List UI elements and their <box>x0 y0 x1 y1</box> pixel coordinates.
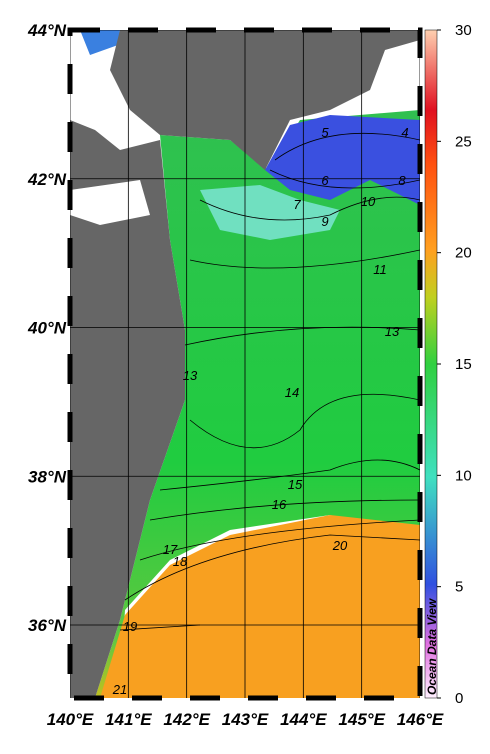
lon-tick-label: 143°E <box>222 710 269 729</box>
colorbar-tick-label: 0 <box>455 690 463 707</box>
contour-label: 7 <box>293 197 301 212</box>
contour-label: 11 <box>373 262 387 277</box>
lon-tick-label: 146°E <box>397 710 444 729</box>
colorbar-tick-label: 5 <box>455 579 463 596</box>
colorbar-tick-label: 20 <box>455 245 472 262</box>
colorbar-tick-label: 10 <box>455 467 472 484</box>
lat-tick-label: 36°N <box>28 616 67 635</box>
contour-label: 15 <box>288 477 303 492</box>
colorbar-tick-label: 25 <box>455 133 472 150</box>
contour-label: 4 <box>401 125 408 140</box>
cold-water-north <box>80 30 120 55</box>
contour-label: 6 <box>321 173 329 188</box>
lat-tick-label: 44°N <box>27 21 67 40</box>
strait <box>70 180 150 225</box>
lon-tick-label: 145°E <box>338 710 385 729</box>
contour-label: 9 <box>321 214 328 229</box>
contour-label: 14 <box>285 385 299 400</box>
lat-tick-label: 42°N <box>27 170 67 189</box>
contour-label: 20 <box>332 538 348 553</box>
colorbar-tick-label: 30 <box>455 22 472 39</box>
contour-label: 13 <box>385 324 400 339</box>
watermark: Ocean Data View <box>425 598 439 695</box>
colorbar <box>424 29 438 699</box>
contour-label: 18 <box>173 554 188 569</box>
contour-label: 8 <box>398 173 406 188</box>
land-honshu <box>70 120 185 698</box>
contour-label: 17 <box>163 542 178 557</box>
colorbar-tick-label: 15 <box>455 356 472 373</box>
lon-tick-label: 141°E <box>105 710 152 729</box>
frame <box>67 27 423 701</box>
lat-tick-label: 40°N <box>27 319 67 338</box>
contour-label: 10 <box>361 194 376 209</box>
contour-label: 13 <box>183 368 198 383</box>
lat-tick-label: 38°N <box>28 467 67 486</box>
contour-label: 5 <box>321 125 329 140</box>
lon-tick-label: 142°E <box>163 710 210 729</box>
land-hokkaido <box>110 30 420 170</box>
contour-label: 19 <box>123 619 137 634</box>
contour-label: 21 <box>112 682 127 697</box>
contours <box>119 132 420 631</box>
lon-tick-label: 140°E <box>47 710 94 729</box>
map-area <box>70 30 420 698</box>
graticule <box>70 30 420 698</box>
lon-tick-label: 144°E <box>280 710 327 729</box>
contour-label: 16 <box>272 497 287 512</box>
warm-water <box>100 515 420 698</box>
ocean-field <box>95 110 420 698</box>
cool-water <box>200 185 340 240</box>
